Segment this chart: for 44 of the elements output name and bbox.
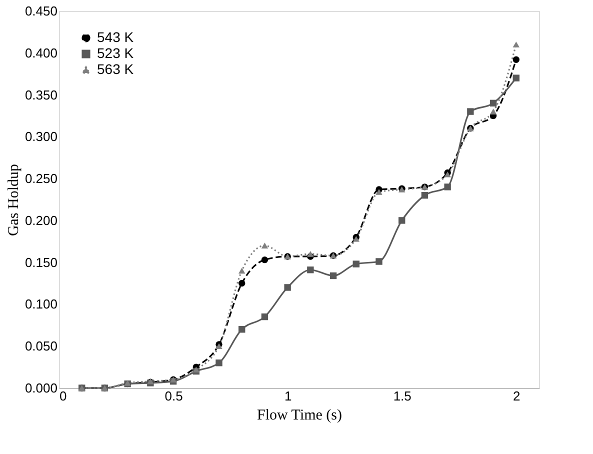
point — [238, 326, 246, 333]
point — [352, 260, 360, 268]
y-tick-label: 0.050 — [24, 338, 58, 354]
point — [307, 251, 314, 257]
y-tick-label: 0.400 — [24, 45, 58, 60]
y-tick-label: 0.100 — [24, 296, 58, 312]
legend-label: 543 K — [97, 29, 134, 45]
point — [512, 74, 520, 82]
point — [467, 108, 474, 115]
x-tick-label: 0 — [60, 388, 67, 404]
point — [192, 366, 200, 372]
y-tick-label: 0.150 — [24, 254, 58, 270]
legend-label: 563 K — [97, 61, 134, 77]
point — [261, 256, 268, 264]
x-tick-label: 0.5 — [164, 388, 183, 404]
point — [512, 42, 520, 48]
point — [307, 266, 314, 274]
point — [490, 100, 497, 107]
point — [330, 272, 337, 280]
point — [261, 242, 268, 248]
y-tick-label: 0.350 — [24, 87, 58, 102]
point — [376, 189, 382, 195]
x-tick-label: 2 — [513, 388, 520, 404]
point — [284, 284, 291, 291]
point — [261, 313, 268, 320]
x-axis-title: Flow Time (s) — [256, 408, 342, 424]
point — [444, 184, 451, 190]
x-tick-label: 1 — [284, 388, 292, 404]
y-axis-title: Gas Holdup — [6, 164, 22, 236]
point — [421, 192, 428, 199]
point — [490, 108, 497, 114]
point — [238, 268, 246, 274]
y-tick-label: 0.250 — [24, 171, 58, 186]
point — [216, 360, 222, 366]
point — [238, 280, 246, 287]
legend-label: 523 K — [97, 45, 134, 61]
point — [398, 217, 406, 224]
y-tick-label: 0.000 — [24, 380, 58, 396]
point — [512, 56, 520, 63]
y-tick-label: 0.200 — [24, 212, 58, 228]
y-tick-label: 0.450 — [24, 4, 58, 18]
point — [376, 258, 382, 265]
y-tick-label: 0.300 — [24, 129, 58, 144]
x-tick-label: 1.5 — [393, 388, 412, 404]
